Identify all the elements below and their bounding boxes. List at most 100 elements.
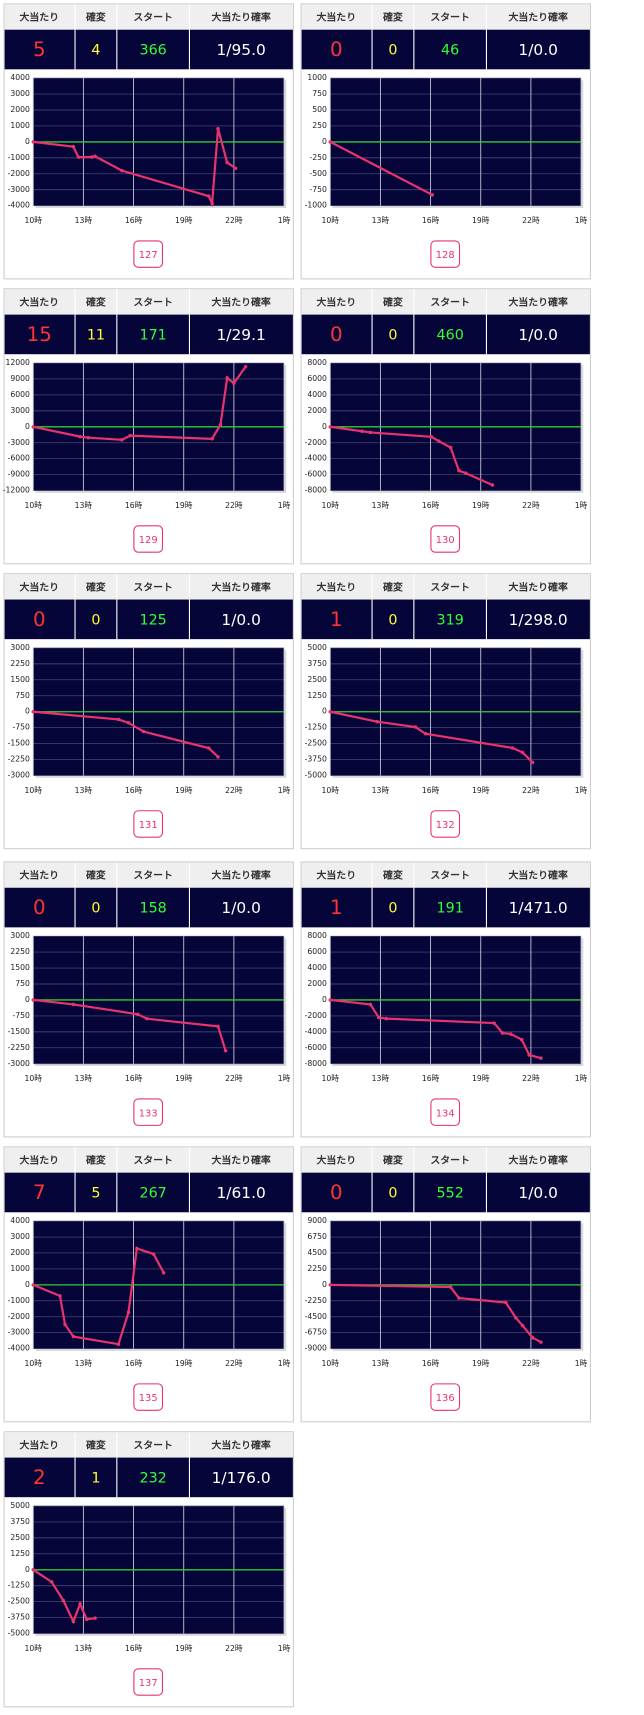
x-tick-label: 16時 bbox=[422, 1359, 440, 1368]
data-point bbox=[225, 160, 229, 165]
data-point bbox=[384, 1016, 389, 1021]
machine-number[interactable]: 131 bbox=[139, 820, 158, 831]
machine-panel: 大当たり 確変 スタート 大当たり確率 0 0 460 1/0.0 8000 6000 4000 20… bbox=[300, 288, 591, 565]
machine-number[interactable]: 128 bbox=[436, 250, 455, 261]
data-point bbox=[463, 471, 468, 475]
data-point bbox=[71, 1334, 76, 1339]
stats-row bbox=[4, 599, 293, 640]
data-point bbox=[232, 381, 236, 385]
machine-button[interactable] bbox=[133, 1668, 164, 1696]
stat-value: 125 bbox=[139, 612, 166, 628]
y-tick-label: 6000 bbox=[307, 947, 327, 956]
data-point bbox=[500, 1031, 505, 1035]
machine-number[interactable]: 127 bbox=[139, 250, 158, 261]
data-point bbox=[437, 439, 441, 443]
y-tick-label: -3000 bbox=[8, 438, 30, 447]
y-tick-label: -4000 bbox=[305, 454, 327, 463]
machine-number[interactable]: 137 bbox=[139, 1678, 158, 1689]
x-tick-label: 10時 bbox=[322, 786, 340, 795]
data-point bbox=[360, 429, 364, 433]
data-point bbox=[243, 364, 248, 369]
x-tick-label: 1時 bbox=[575, 501, 588, 510]
stat-value: 1/29.1 bbox=[217, 326, 266, 344]
machine-button[interactable] bbox=[430, 240, 461, 268]
machine-button[interactable] bbox=[430, 525, 461, 553]
x-tick-label: 22時 bbox=[225, 216, 243, 225]
header-cell: スタート bbox=[430, 581, 470, 593]
y-tick-label: -8000 bbox=[305, 1059, 327, 1068]
stat-value: 2 bbox=[33, 1466, 46, 1489]
y-tick-label: -750 bbox=[12, 723, 30, 732]
data-point bbox=[492, 1021, 496, 1025]
machine-button[interactable] bbox=[133, 1383, 164, 1411]
data-point bbox=[61, 1598, 66, 1603]
stat-value: 460 bbox=[437, 328, 464, 344]
x-tick-label: 10時 bbox=[24, 1644, 42, 1653]
header-row bbox=[4, 862, 293, 888]
y-tick-label: 0 bbox=[25, 707, 30, 716]
stat-value: 1/0.0 bbox=[518, 1184, 557, 1202]
y-tick-label: -8000 bbox=[305, 486, 327, 495]
stats-row bbox=[4, 887, 293, 928]
machine-button[interactable] bbox=[430, 1383, 461, 1411]
data-point bbox=[89, 155, 94, 159]
y-tick-label: -1500 bbox=[8, 739, 30, 748]
machine-number[interactable]: 134 bbox=[436, 1108, 455, 1119]
header-cell: 確変 bbox=[383, 1154, 403, 1167]
y-tick-label: 500 bbox=[312, 105, 327, 114]
machine-button[interactable] bbox=[133, 810, 164, 838]
y-tick-label: -250 bbox=[309, 153, 327, 162]
header-row bbox=[4, 574, 293, 600]
x-tick-label: 19時 bbox=[175, 1074, 193, 1083]
machine-button[interactable] bbox=[133, 1098, 164, 1126]
x-tick-label: 13時 bbox=[75, 216, 93, 225]
machine-button[interactable] bbox=[430, 1098, 461, 1126]
data-point bbox=[429, 435, 434, 439]
header-cell: 確変 bbox=[383, 869, 403, 882]
machine-button[interactable] bbox=[430, 810, 461, 838]
machine-button[interactable] bbox=[133, 240, 164, 268]
y-tick-label: -1000 bbox=[305, 201, 327, 210]
machine-number[interactable]: 136 bbox=[436, 1393, 455, 1404]
x-tick-label: 1時 bbox=[278, 1074, 291, 1083]
y-tick-label: 0 bbox=[322, 422, 327, 431]
x-tick-label: 1時 bbox=[278, 1359, 291, 1368]
machine-button[interactable] bbox=[133, 525, 164, 553]
x-tick-label: 16時 bbox=[125, 1644, 143, 1653]
header-row bbox=[4, 1147, 293, 1173]
data-point bbox=[135, 1012, 140, 1016]
header-row bbox=[301, 574, 590, 600]
header-cell: スタート bbox=[133, 1155, 173, 1167]
machine-number[interactable]: 130 bbox=[436, 535, 455, 546]
header-row bbox=[301, 862, 590, 888]
stat-value: 5 bbox=[33, 38, 46, 61]
data-point bbox=[161, 1270, 166, 1275]
y-tick-label: -9000 bbox=[305, 1344, 327, 1353]
y-tick-label: 3000 bbox=[10, 406, 30, 415]
y-tick-label: 4500 bbox=[307, 1248, 327, 1257]
stat-value: 0 bbox=[91, 612, 100, 628]
data-point bbox=[63, 1322, 67, 1327]
x-tick-label: 22時 bbox=[522, 1074, 540, 1083]
machine-number[interactable]: 129 bbox=[139, 535, 158, 546]
data-point bbox=[520, 1323, 525, 1328]
y-tick-label: -2000 bbox=[8, 169, 30, 178]
header-cell: スタート bbox=[133, 581, 173, 593]
data-point bbox=[210, 437, 214, 441]
y-tick-label: 4000 bbox=[307, 390, 327, 399]
stat-value: 1/0.0 bbox=[518, 326, 557, 344]
y-tick-label: 0 bbox=[322, 137, 327, 146]
header-cell: 大当たり確率 bbox=[211, 869, 270, 882]
x-tick-label: 22時 bbox=[225, 1644, 243, 1653]
header-cell: 大当たり bbox=[20, 11, 60, 24]
stat-value: 267 bbox=[139, 1186, 166, 1202]
data-point bbox=[375, 719, 379, 724]
header-row bbox=[4, 4, 293, 30]
machine-number[interactable]: 132 bbox=[436, 820, 455, 831]
stat-value: 1 bbox=[330, 608, 343, 631]
data-point bbox=[423, 731, 428, 736]
machine-number[interactable]: 135 bbox=[139, 1393, 158, 1404]
machine-number[interactable]: 133 bbox=[139, 1108, 158, 1119]
machine-panel: 大当たり 確変 スタート 大当たり確率 0 0 125 1/0.0 3000 2250 1500 75… bbox=[3, 573, 294, 850]
x-tick-label: 10時 bbox=[24, 501, 42, 510]
